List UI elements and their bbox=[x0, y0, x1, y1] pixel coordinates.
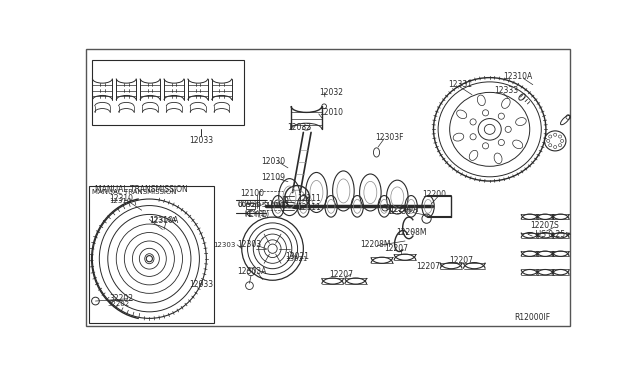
Text: MANUAL TRANSMISSION: MANUAL TRANSMISSION bbox=[92, 189, 177, 195]
Text: 12310A: 12310A bbox=[149, 216, 179, 225]
Text: KEY(1): KEY(1) bbox=[244, 211, 267, 217]
Bar bbox=[246, 203, 255, 209]
Text: 12032: 12032 bbox=[319, 88, 343, 97]
Text: 12333: 12333 bbox=[494, 86, 518, 95]
Text: 12207: 12207 bbox=[449, 256, 473, 265]
Text: R12000IF: R12000IF bbox=[515, 314, 550, 323]
Text: 12207: 12207 bbox=[384, 244, 408, 253]
Bar bbox=[92, 60, 244, 125]
Text: 12111: 12111 bbox=[297, 203, 321, 212]
Text: 12032: 12032 bbox=[287, 122, 311, 132]
Text: 12207: 12207 bbox=[330, 270, 353, 279]
Text: 12208M: 12208M bbox=[360, 240, 391, 249]
Text: 12033: 12033 bbox=[189, 137, 213, 145]
Text: 12310: 12310 bbox=[109, 198, 132, 204]
Text: 12303: 12303 bbox=[213, 242, 236, 248]
Text: 13021: 13021 bbox=[285, 256, 308, 262]
Text: 12100: 12100 bbox=[240, 189, 264, 198]
Text: 12207: 12207 bbox=[417, 262, 440, 271]
Text: 12030: 12030 bbox=[261, 157, 285, 166]
Text: 00926-51600: 00926-51600 bbox=[237, 202, 284, 208]
Text: MANUAL TRANSMISSION: MANUAL TRANSMISSION bbox=[95, 185, 188, 194]
Text: 12033: 12033 bbox=[189, 280, 213, 289]
Text: 12330: 12330 bbox=[387, 207, 412, 216]
Text: 12200: 12200 bbox=[422, 190, 446, 199]
Text: 32202: 32202 bbox=[109, 294, 133, 303]
Text: 12208M: 12208M bbox=[397, 228, 427, 237]
Text: 12303: 12303 bbox=[237, 240, 261, 249]
Text: 12310: 12310 bbox=[109, 194, 133, 203]
Text: 12111: 12111 bbox=[297, 194, 321, 203]
Text: KEY(1): KEY(1) bbox=[244, 209, 269, 218]
Text: 12303A: 12303A bbox=[237, 267, 266, 276]
Text: 12109: 12109 bbox=[261, 173, 285, 182]
Text: 12331: 12331 bbox=[448, 80, 472, 89]
Text: 13021: 13021 bbox=[285, 252, 310, 261]
Text: 32202: 32202 bbox=[108, 301, 130, 307]
Text: 12200A: 12200A bbox=[389, 205, 418, 214]
Text: 12303F: 12303F bbox=[375, 132, 403, 141]
Text: 12310A: 12310A bbox=[149, 217, 177, 223]
Text: 12310A: 12310A bbox=[504, 73, 533, 81]
Text: 12207S: 12207S bbox=[530, 221, 559, 230]
Text: 12010: 12010 bbox=[319, 108, 343, 117]
Text: 00926-51600: 00926-51600 bbox=[237, 200, 289, 209]
Text: < US 0.25>: < US 0.25> bbox=[527, 230, 571, 239]
Bar bbox=[90, 186, 214, 323]
